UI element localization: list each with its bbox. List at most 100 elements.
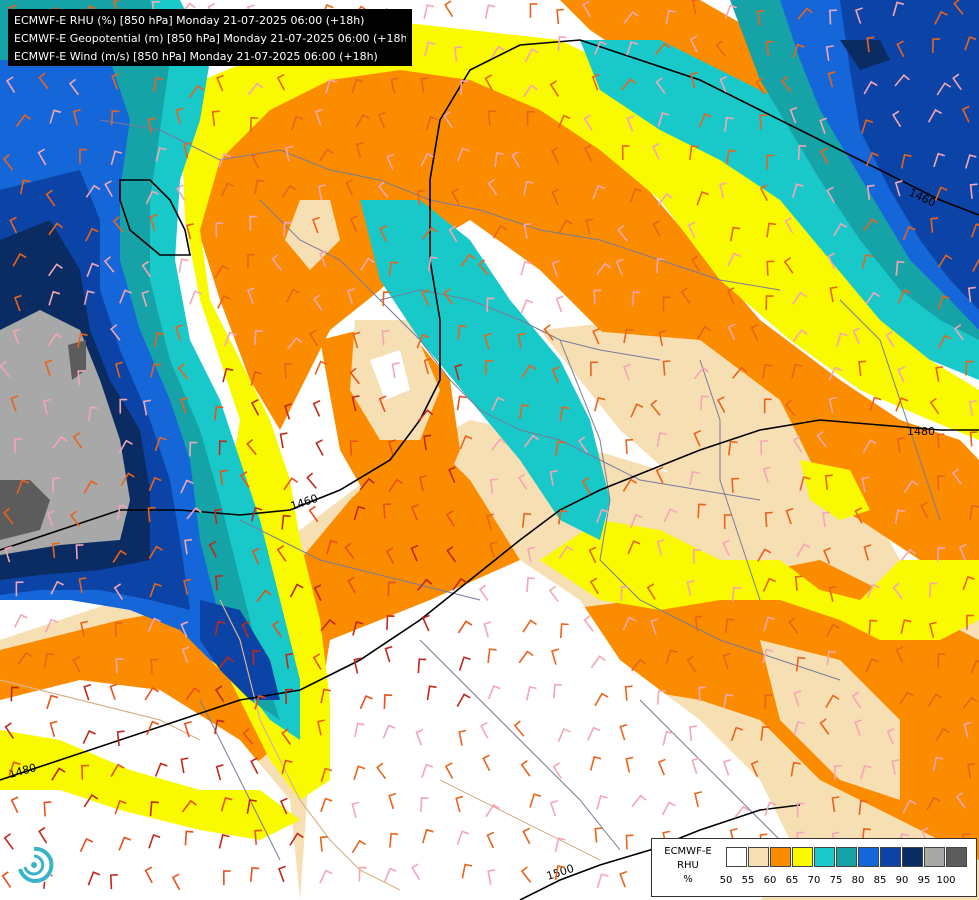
wind-barb [929,582,938,598]
wind-barb [723,514,732,530]
wind-barb [214,264,230,279]
wind-barb [529,793,542,808]
wind-barb [726,287,735,304]
wind-barb [180,757,189,774]
wind-barb [626,40,639,56]
wind-barb [511,151,521,168]
wind-barb [596,873,609,888]
wind-barb [8,761,21,776]
wind-barb [694,791,702,808]
wind-barb [385,547,395,564]
wind-barb [113,583,124,600]
wind-barb [526,577,536,593]
wind-barb [390,77,399,94]
wind-barb [218,440,227,456]
wind-barb [935,365,944,382]
wind-barb [865,151,879,167]
wind-barb [727,252,741,267]
wind-barb [215,222,224,238]
wind-barb [176,184,186,201]
wind-barb [869,396,882,412]
wind-barb [345,179,354,196]
wind-barb [524,434,540,448]
wind-barb [52,542,60,558]
wind-barb [953,0,964,15]
wind-barb [51,477,60,493]
wind-barb [19,179,31,195]
wind-barb [780,75,792,93]
wind-barb [144,866,153,884]
wind-barb [937,334,952,349]
wind-barb [680,287,691,304]
wind-barb [932,756,944,772]
wind-barb [816,430,827,448]
wind-barb [286,288,300,303]
wind-barb [281,184,297,199]
wind-barb [44,618,59,633]
wind-barb [762,363,773,379]
wind-barb [351,801,360,818]
wind-barb [627,540,641,555]
wind-barb [485,803,500,818]
wind-barb [180,396,189,414]
wind-barb [829,286,838,303]
wind-barb [554,837,566,852]
wind-barb [558,219,573,234]
rhu-band-55-inner [285,200,900,800]
wind-barb [217,294,231,309]
wind-barb [827,252,836,270]
wind-barb [863,544,872,561]
wind-barb [487,684,501,700]
wind-barb [897,366,906,383]
wind-barb [109,683,118,700]
wind-barb [934,186,948,201]
wind-barb [78,577,87,594]
wind-barb [792,43,805,59]
wind-barb [854,7,863,24]
wind-barb [77,332,88,348]
wind-barb [760,440,769,456]
wind-barb [352,331,361,349]
wind-barb [860,764,872,780]
wind-barb [792,435,803,453]
wind-barb [825,45,834,62]
wind-barb [929,397,940,415]
wind-barb [902,225,916,241]
wind-barb [2,153,14,171]
wind-barb [953,323,964,341]
wind-barb [522,827,531,845]
wind-barb [693,429,702,447]
wind-barb [15,581,24,597]
wind-barb [523,180,534,196]
wind-barb [965,360,974,376]
wind-barb [486,297,495,313]
wind-barb [629,187,642,203]
wind-barb [619,723,628,741]
wind-barb [148,476,162,492]
wind-barb [819,147,829,165]
wind-barb [376,762,387,780]
wind-barb [861,253,873,269]
wind-barb [520,299,534,314]
wind-barb [306,472,317,489]
wind-barb [549,470,558,486]
wind-barb [355,141,364,159]
wind-barb [46,694,59,710]
wind-barb [936,433,945,449]
wind-barb [491,437,507,451]
wind-barb [189,290,202,305]
wind-barb [351,395,360,412]
wind-barb [689,35,698,53]
wind-barb [326,539,338,555]
wind-barb [478,259,489,276]
wind-barb [12,252,27,267]
wind-barb [254,829,263,845]
wind-barb [969,183,978,199]
wind-barb [460,253,476,267]
wind-barb [15,113,31,127]
wind-barb [79,837,94,853]
wind-barb [968,399,977,416]
wind-barb [727,440,738,456]
wind-barb [686,579,695,596]
wind-barb [785,507,794,525]
